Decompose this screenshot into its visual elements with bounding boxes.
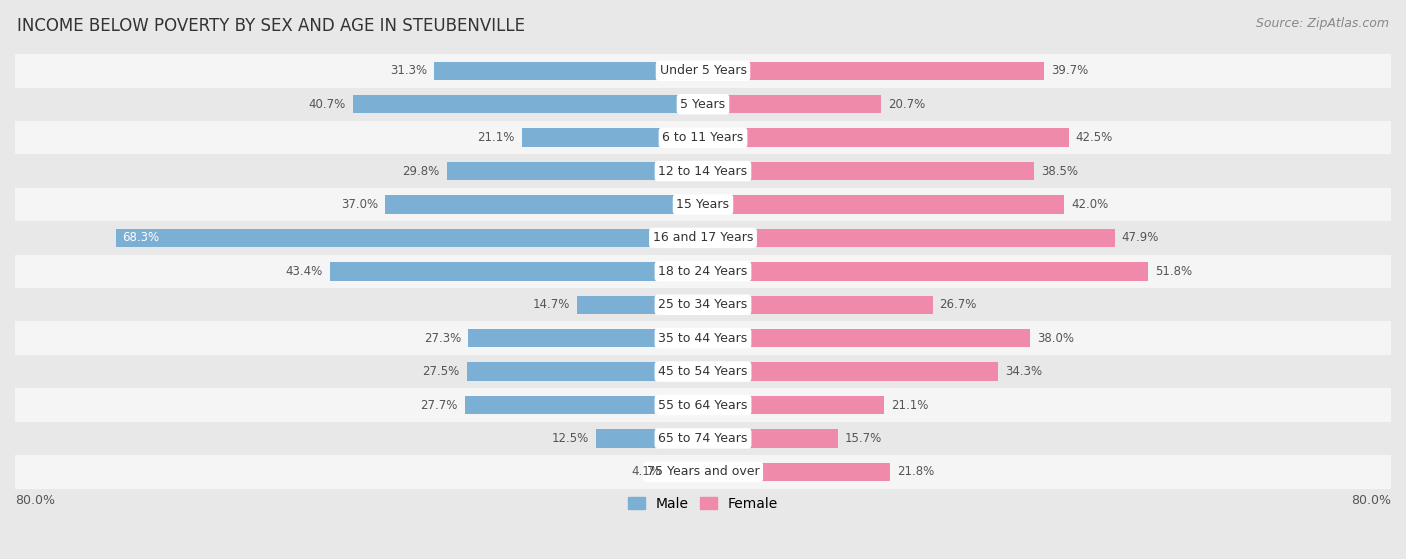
- Bar: [15, 255, 1391, 288]
- Bar: [447, 162, 703, 181]
- Text: 38.0%: 38.0%: [1036, 331, 1074, 345]
- Text: 34.3%: 34.3%: [1005, 365, 1042, 378]
- Bar: [330, 262, 703, 281]
- Bar: [434, 61, 703, 80]
- Text: 25 to 34 Years: 25 to 34 Years: [658, 299, 748, 311]
- Text: 26.7%: 26.7%: [939, 299, 977, 311]
- Bar: [353, 95, 703, 113]
- Bar: [703, 463, 890, 481]
- Text: 35 to 44 Years: 35 to 44 Years: [658, 331, 748, 345]
- Bar: [15, 421, 1391, 455]
- Text: Under 5 Years: Under 5 Years: [659, 64, 747, 77]
- Bar: [115, 229, 703, 247]
- Legend: Male, Female: Male, Female: [623, 491, 783, 517]
- Bar: [703, 61, 1045, 80]
- Text: 21.8%: 21.8%: [897, 465, 935, 479]
- Text: 6 to 11 Years: 6 to 11 Years: [662, 131, 744, 144]
- Text: 80.0%: 80.0%: [15, 494, 55, 506]
- Text: 42.0%: 42.0%: [1071, 198, 1108, 211]
- Bar: [703, 362, 998, 381]
- Bar: [703, 329, 1029, 347]
- Text: 16 and 17 Years: 16 and 17 Years: [652, 231, 754, 244]
- Text: 12 to 14 Years: 12 to 14 Years: [658, 164, 748, 178]
- Text: 80.0%: 80.0%: [1351, 494, 1391, 506]
- Bar: [15, 355, 1391, 389]
- Bar: [15, 188, 1391, 221]
- Bar: [15, 288, 1391, 321]
- Text: 39.7%: 39.7%: [1052, 64, 1088, 77]
- Text: 31.3%: 31.3%: [389, 64, 427, 77]
- Bar: [522, 129, 703, 147]
- Bar: [668, 463, 703, 481]
- Bar: [15, 121, 1391, 154]
- Text: 20.7%: 20.7%: [889, 98, 925, 111]
- Text: 15.7%: 15.7%: [845, 432, 882, 445]
- Text: 37.0%: 37.0%: [340, 198, 378, 211]
- Bar: [15, 54, 1391, 88]
- Text: 68.3%: 68.3%: [122, 231, 160, 244]
- Bar: [15, 154, 1391, 188]
- Text: 27.7%: 27.7%: [420, 399, 458, 411]
- Bar: [703, 229, 1115, 247]
- Text: 12.5%: 12.5%: [551, 432, 589, 445]
- Text: 18 to 24 Years: 18 to 24 Years: [658, 265, 748, 278]
- Text: 15 Years: 15 Years: [676, 198, 730, 211]
- Text: 4.1%: 4.1%: [631, 465, 661, 479]
- Bar: [385, 195, 703, 214]
- Bar: [576, 296, 703, 314]
- Text: INCOME BELOW POVERTY BY SEX AND AGE IN STEUBENVILLE: INCOME BELOW POVERTY BY SEX AND AGE IN S…: [17, 17, 524, 35]
- Text: 40.7%: 40.7%: [309, 98, 346, 111]
- Bar: [596, 429, 703, 448]
- Text: 38.5%: 38.5%: [1040, 164, 1078, 178]
- Text: 45 to 54 Years: 45 to 54 Years: [658, 365, 748, 378]
- Bar: [15, 221, 1391, 255]
- Bar: [703, 296, 932, 314]
- Bar: [703, 162, 1033, 181]
- Bar: [15, 321, 1391, 355]
- Bar: [15, 88, 1391, 121]
- Bar: [703, 262, 1149, 281]
- Bar: [703, 429, 838, 448]
- Text: 14.7%: 14.7%: [533, 299, 569, 311]
- Text: 21.1%: 21.1%: [477, 131, 515, 144]
- Text: 55 to 64 Years: 55 to 64 Years: [658, 399, 748, 411]
- Text: 27.3%: 27.3%: [425, 331, 461, 345]
- Bar: [703, 129, 1069, 147]
- Text: Source: ZipAtlas.com: Source: ZipAtlas.com: [1256, 17, 1389, 30]
- Bar: [15, 389, 1391, 421]
- Text: 27.5%: 27.5%: [422, 365, 460, 378]
- Text: 43.4%: 43.4%: [285, 265, 323, 278]
- Bar: [703, 195, 1064, 214]
- Text: 5 Years: 5 Years: [681, 98, 725, 111]
- Bar: [15, 455, 1391, 489]
- Text: 75 Years and over: 75 Years and over: [647, 465, 759, 479]
- Bar: [465, 396, 703, 414]
- Bar: [467, 362, 703, 381]
- Text: 21.1%: 21.1%: [891, 399, 929, 411]
- Text: 29.8%: 29.8%: [402, 164, 440, 178]
- Bar: [703, 396, 884, 414]
- Text: 65 to 74 Years: 65 to 74 Years: [658, 432, 748, 445]
- Bar: [468, 329, 703, 347]
- Text: 51.8%: 51.8%: [1156, 265, 1192, 278]
- Text: 47.9%: 47.9%: [1122, 231, 1159, 244]
- Bar: [703, 95, 882, 113]
- Text: 42.5%: 42.5%: [1076, 131, 1112, 144]
